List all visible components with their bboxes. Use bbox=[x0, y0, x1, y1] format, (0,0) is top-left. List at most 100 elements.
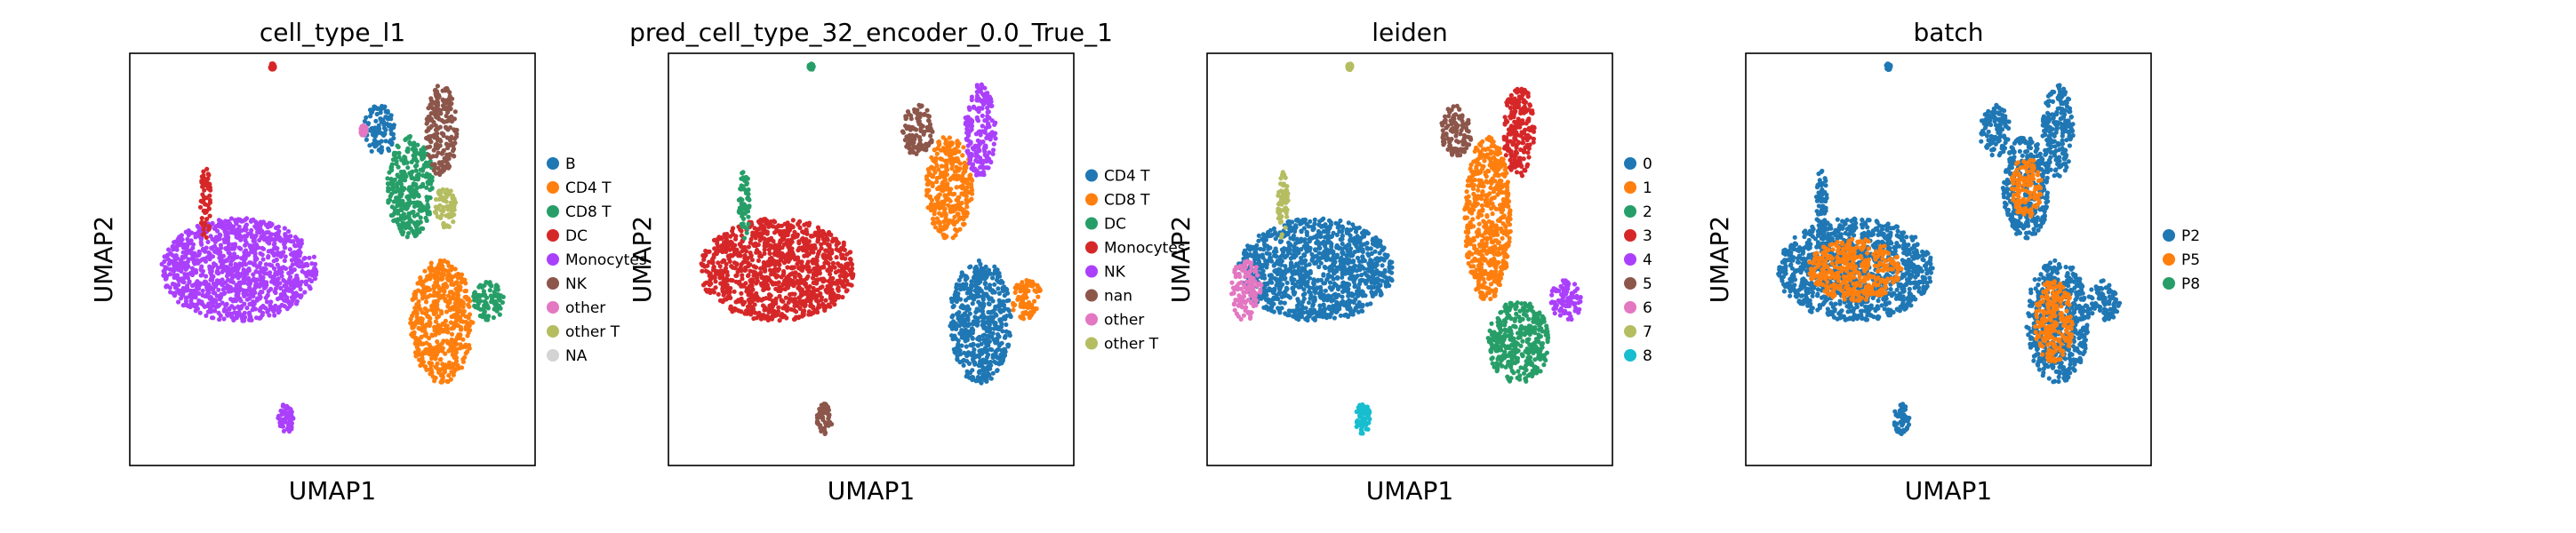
cell-point bbox=[443, 318, 448, 323]
cluster-7 bbox=[948, 258, 1013, 386]
cell-point bbox=[289, 258, 294, 263]
cell-point bbox=[985, 105, 990, 110]
cell-point bbox=[818, 285, 823, 290]
cell-point bbox=[180, 264, 186, 270]
cell-point bbox=[993, 136, 998, 141]
cell-point bbox=[980, 123, 985, 129]
cell-point bbox=[948, 296, 954, 301]
cell-point bbox=[978, 132, 983, 138]
cell-point bbox=[200, 272, 205, 277]
cell-point bbox=[764, 221, 769, 227]
cell-point bbox=[738, 253, 743, 259]
cell-point bbox=[251, 238, 256, 243]
cell-point bbox=[449, 213, 454, 219]
cell-point bbox=[708, 281, 713, 286]
cell-point bbox=[748, 236, 754, 242]
cell-point bbox=[307, 277, 312, 282]
cell-point bbox=[278, 417, 284, 422]
cell-point bbox=[958, 184, 964, 189]
cell-point bbox=[217, 293, 222, 299]
cell-point bbox=[439, 273, 444, 279]
cell-point bbox=[491, 314, 497, 321]
cell-point bbox=[980, 113, 985, 118]
cell-point bbox=[990, 147, 996, 153]
cell-point bbox=[765, 259, 771, 265]
cell-point bbox=[396, 155, 402, 160]
cell-point bbox=[245, 281, 251, 287]
cell-point bbox=[290, 262, 295, 267]
cell-point bbox=[946, 187, 951, 192]
cell-point bbox=[986, 156, 992, 162]
cell-point bbox=[717, 298, 724, 303]
cell-point bbox=[960, 153, 965, 158]
cell-point bbox=[964, 199, 970, 204]
cell-point bbox=[205, 239, 211, 244]
legend-marker bbox=[547, 277, 559, 290]
cell-point bbox=[449, 134, 454, 139]
cell-point bbox=[211, 308, 216, 314]
cell-point bbox=[436, 196, 442, 202]
cell-point bbox=[411, 296, 416, 301]
cell-point bbox=[291, 239, 296, 244]
cell-point bbox=[253, 315, 260, 321]
cell-point bbox=[449, 370, 454, 375]
cell-point bbox=[931, 173, 936, 179]
cell-point bbox=[420, 352, 425, 357]
cell-point bbox=[436, 269, 441, 274]
cell-point bbox=[195, 223, 200, 229]
cell-point bbox=[241, 267, 246, 273]
cell-point bbox=[451, 200, 456, 205]
cell-point bbox=[942, 148, 948, 155]
cell-point bbox=[744, 230, 749, 235]
cell-point bbox=[456, 323, 461, 329]
cell-point bbox=[187, 280, 192, 285]
cell-point bbox=[388, 212, 394, 219]
cell-point bbox=[436, 107, 441, 112]
cell-point bbox=[769, 314, 774, 320]
cell-point bbox=[988, 376, 994, 381]
cell-point bbox=[786, 299, 791, 306]
cell-point bbox=[800, 235, 805, 241]
cell-point bbox=[254, 221, 260, 227]
cell-point bbox=[742, 252, 748, 259]
cell-point bbox=[819, 245, 824, 251]
cell-point bbox=[403, 155, 408, 161]
cell-point bbox=[980, 170, 986, 175]
cell-point bbox=[952, 221, 957, 227]
cell-point bbox=[204, 274, 209, 279]
cell-point bbox=[956, 141, 962, 147]
cell-point bbox=[444, 213, 449, 219]
cell-point bbox=[405, 148, 411, 154]
cell-point bbox=[204, 208, 210, 213]
cell-point bbox=[172, 293, 178, 298]
cell-point bbox=[233, 219, 238, 225]
cell-point bbox=[445, 127, 451, 132]
cell-point bbox=[718, 244, 724, 250]
cell-point bbox=[380, 147, 385, 153]
cell-point bbox=[239, 256, 244, 261]
cell-point bbox=[372, 104, 378, 109]
cell-point bbox=[413, 168, 419, 173]
cell-point bbox=[713, 285, 718, 290]
cell-point bbox=[448, 203, 453, 209]
cell-point bbox=[449, 348, 454, 354]
cell-point bbox=[207, 305, 212, 310]
cell-point bbox=[773, 286, 779, 291]
cell-point bbox=[961, 207, 966, 212]
cell-point bbox=[940, 156, 945, 162]
cell-point bbox=[840, 283, 846, 289]
cell-point bbox=[228, 267, 234, 273]
cell-point bbox=[928, 180, 933, 186]
cell-point bbox=[432, 378, 437, 384]
cell-point bbox=[812, 243, 818, 248]
cell-point bbox=[826, 423, 831, 428]
cell-point bbox=[751, 316, 756, 322]
cell-point bbox=[200, 192, 205, 197]
cell-point bbox=[251, 277, 256, 282]
cell-point bbox=[823, 232, 828, 237]
cell-point bbox=[404, 206, 409, 211]
cell-point bbox=[161, 273, 166, 278]
cell-point bbox=[427, 172, 432, 178]
cell-point bbox=[779, 238, 784, 243]
